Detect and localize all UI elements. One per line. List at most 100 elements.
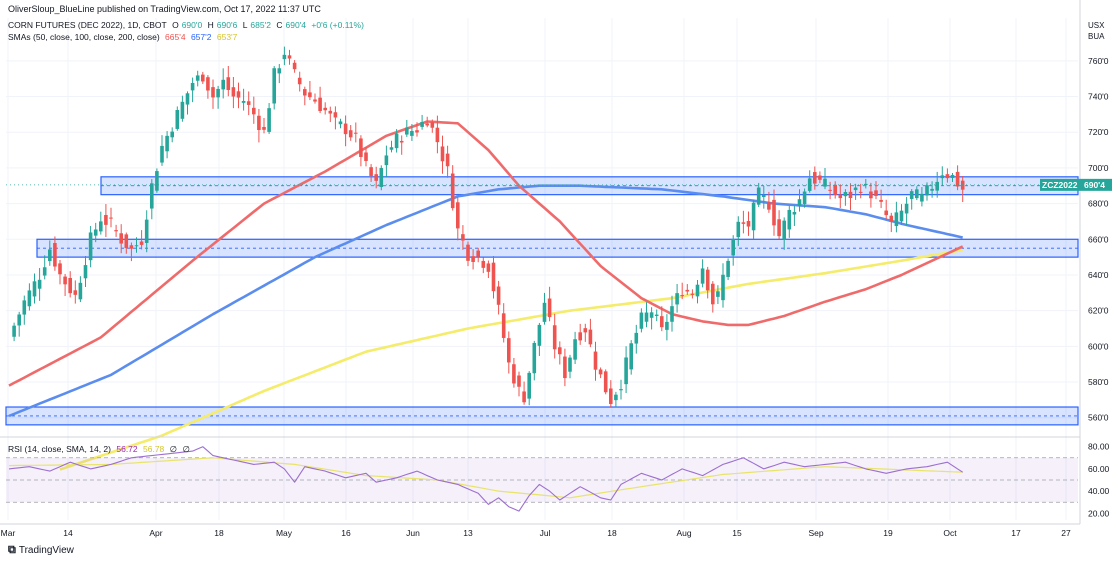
candle-body <box>211 87 215 98</box>
sma-label[interactable]: SMAs (50, close, 100, close, 200, close) <box>8 32 160 42</box>
sma50-line <box>8 120 964 387</box>
candle-body <box>920 193 924 202</box>
candle-body <box>405 127 409 135</box>
rsi-tick-label: 40.00 <box>1088 486 1110 496</box>
candle-body <box>950 175 955 178</box>
candle-body <box>144 219 149 243</box>
unit-label: BUA <box>1088 32 1105 41</box>
tradingview-logo[interactable]: ⧉ TradingView <box>8 544 74 557</box>
time-tick-label: Mar <box>1 528 16 538</box>
sma100-value: 657'2 <box>190 32 212 42</box>
candle-body <box>930 188 934 191</box>
candle-body <box>573 339 577 360</box>
candle-body <box>114 230 118 232</box>
candle-body <box>48 249 52 262</box>
candle-body <box>507 338 511 363</box>
candle-body <box>297 77 302 85</box>
candle-body <box>614 394 618 401</box>
candle-body <box>364 152 368 161</box>
candle-body <box>802 191 807 205</box>
candle-body <box>155 171 159 191</box>
candle-body <box>670 306 674 322</box>
candle-body <box>124 234 129 249</box>
candle-body <box>399 140 404 143</box>
candle-body <box>93 229 98 236</box>
candle-body <box>83 265 88 279</box>
symbol-tag <box>1040 178 1080 191</box>
candle-body <box>160 145 164 163</box>
candle-body <box>252 107 256 115</box>
candle-body <box>410 130 414 136</box>
candle-body <box>787 209 792 230</box>
candle-body <box>838 194 843 199</box>
time-tick-label: 14 <box>63 528 73 538</box>
candle-body <box>216 88 220 98</box>
candle-body <box>945 174 950 179</box>
rsi-tick-label: 20.00 <box>1088 508 1110 518</box>
candle-body <box>843 192 848 197</box>
candle-body <box>634 332 639 344</box>
candle-body <box>150 183 154 209</box>
candle-body <box>644 312 649 322</box>
candle-body <box>925 185 929 196</box>
time-tick-label: 16 <box>341 528 351 538</box>
candle-body <box>578 332 582 341</box>
candle-body <box>848 191 853 199</box>
candle-body <box>700 268 705 284</box>
candle-body <box>884 210 888 216</box>
rsi-legend: RSI (14, close, SMA, 14, 2) 56.72 56.78 … <box>8 444 193 455</box>
candle-body <box>542 302 547 322</box>
candle-body <box>833 184 837 195</box>
tradingview-mark-icon: ⧉ <box>8 544 16 556</box>
candle-body <box>532 342 537 374</box>
candle-body <box>466 244 470 261</box>
candle-body <box>323 107 327 111</box>
candle-body <box>762 194 766 198</box>
candle-body <box>904 203 909 214</box>
candle-body <box>476 250 480 257</box>
candle-body <box>568 357 572 372</box>
candle-body <box>139 241 144 245</box>
candle-body <box>425 123 429 126</box>
candle-body <box>63 276 67 285</box>
candle-body <box>716 291 720 297</box>
low-label: L <box>242 20 248 30</box>
symbol-label[interactable]: CORN FUTURES (DEC 2022), 1D, CBOT <box>8 20 167 30</box>
candle-body <box>17 314 21 326</box>
candle-body <box>175 110 180 129</box>
candle-body <box>389 147 394 150</box>
candle-body <box>12 325 16 337</box>
candle-body <box>527 372 531 399</box>
candle-body <box>552 325 557 350</box>
candle-body <box>37 279 42 289</box>
candle-body <box>807 178 812 191</box>
candle-body <box>726 260 730 277</box>
candle-body <box>68 277 72 294</box>
candle-body <box>262 126 266 130</box>
price-tick-label: 620'0 <box>1088 306 1109 316</box>
candle-body <box>27 290 32 307</box>
candle-body <box>246 101 251 105</box>
candle-body <box>899 210 904 222</box>
last-price-label: 690'4 <box>1084 180 1105 190</box>
price-tick-label: 600'0 <box>1088 341 1109 351</box>
candle-body <box>221 79 225 90</box>
candle-body <box>813 172 817 184</box>
candle-body <box>695 284 700 297</box>
candle-body <box>348 130 353 138</box>
price-tick-label: 760'0 <box>1088 56 1109 66</box>
candle-body <box>512 364 516 384</box>
open-label: O <box>172 20 179 30</box>
candle-body <box>109 217 113 219</box>
candle-body <box>42 267 47 276</box>
candle-body <box>272 68 276 104</box>
candle-body <box>767 202 771 210</box>
time-tick-label: 15 <box>732 528 742 538</box>
price-tick-label: 720'0 <box>1088 127 1109 137</box>
rsi-label[interactable]: RSI (14, close, SMA, 14, 2) <box>8 444 111 454</box>
rsi-tick-label: 80.00 <box>1088 442 1110 452</box>
candle-body <box>501 313 506 338</box>
candle-body <box>22 300 27 315</box>
candle-body <box>685 289 690 292</box>
